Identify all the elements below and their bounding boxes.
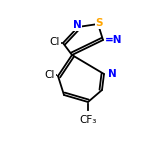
Text: =N: =N (105, 35, 123, 45)
Text: CF₃: CF₃ (79, 115, 97, 125)
Text: Cl: Cl (50, 37, 60, 47)
Text: S: S (95, 18, 103, 28)
Text: N: N (73, 20, 81, 30)
Text: Cl: Cl (45, 70, 55, 80)
Text: N: N (108, 69, 117, 79)
